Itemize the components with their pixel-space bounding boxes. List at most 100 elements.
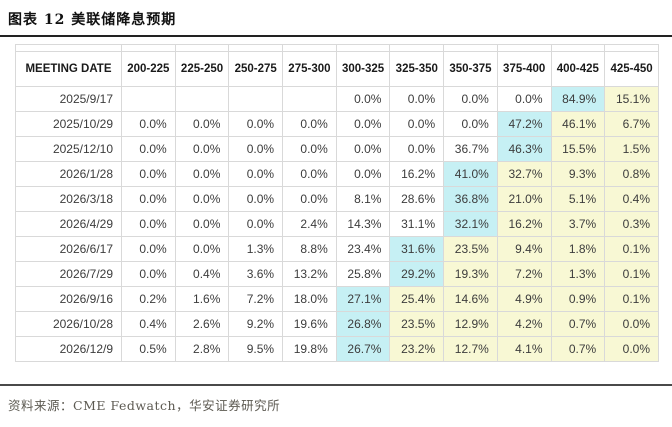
- title-divider: [0, 35, 672, 37]
- probability-cell: 7.2%: [496, 261, 552, 287]
- table-row: 2026/6/17 0.0% 0.0% 1.3% 8.8% 23.4% 31.6% 23.5%…: [15, 236, 659, 262]
- probability-cell: 23.5%: [443, 236, 498, 262]
- probability-cell: 0.0%: [282, 186, 337, 212]
- column-header: 275-300: [282, 51, 337, 87]
- probability-cell: 23.4%: [335, 236, 391, 262]
- table-row: 2025/9/17 0.0% 0.0% 0.0% 0.0% 84.9% 15.1%: [15, 86, 659, 112]
- probability-cell: 0.0%: [282, 161, 337, 187]
- probability-cell: 0.0%: [121, 136, 176, 162]
- column-header: 425-450: [604, 51, 659, 87]
- probability-cell: 16.2%: [496, 211, 552, 237]
- probability-cell: 2.6%: [174, 311, 230, 337]
- probability-cell: 8.8%: [282, 236, 337, 262]
- probability-cell: 31.6%: [389, 236, 445, 262]
- probability-cell: 14.6%: [443, 286, 498, 312]
- probability-cell: 0.0%: [335, 86, 391, 112]
- probability-cell: 0.0%: [174, 236, 230, 262]
- sliver-cell: [496, 44, 552, 52]
- sliver-cell: [604, 44, 659, 52]
- probability-cell: 0.0%: [228, 136, 284, 162]
- probability-cell: 0.0%: [121, 186, 176, 212]
- sliver-cell: [335, 44, 391, 52]
- probability-cell: 9.5%: [228, 336, 284, 362]
- table-header: MEETING DATE 200-225 225-250 250-275 275-300…: [15, 44, 659, 87]
- probability-cell: 19.8%: [282, 336, 337, 362]
- probability-cell: 18.0%: [282, 286, 337, 312]
- probability-cell: 12.7%: [443, 336, 498, 362]
- probability-cell: 1.3%: [550, 261, 606, 287]
- meeting-date-cell: 2026/9/16: [15, 286, 122, 312]
- probability-cell: 0.0%: [174, 161, 230, 187]
- probability-cell: 0.0%: [121, 161, 176, 187]
- probability-cell: 2.8%: [174, 336, 230, 362]
- meeting-date-cell: 2025/10/29: [15, 111, 122, 137]
- meeting-date-cell: 2026/4/29: [15, 211, 122, 237]
- probability-cell: 0.2%: [121, 286, 176, 312]
- probability-cell: 12.9%: [443, 311, 498, 337]
- probability-cell: 0.0%: [174, 211, 230, 237]
- probability-cell: 46.3%: [496, 136, 552, 162]
- probability-cell: 0.0%: [228, 211, 284, 237]
- probability-cell: [174, 86, 230, 112]
- probability-cell: 19.6%: [282, 311, 337, 337]
- probability-cell: 0.0%: [604, 336, 659, 362]
- probability-cell: 32.1%: [443, 211, 498, 237]
- probability-cell: 0.0%: [228, 111, 284, 137]
- meeting-date-cell: 2026/6/17: [15, 236, 122, 262]
- probability-cell: 29.2%: [389, 261, 445, 287]
- column-header: 400-425: [550, 51, 606, 87]
- probability-cell: 0.7%: [550, 311, 606, 337]
- probability-cell: 0.5%: [121, 336, 176, 362]
- probability-cell: 6.7%: [604, 111, 659, 137]
- table-body: 2025/9/17 0.0% 0.0% 0.0% 0.0% 84.9% 15.1% 2025/…: [15, 86, 659, 362]
- table-row: 2026/9/16 0.2% 1.6% 7.2% 18.0% 27.1% 25.4% 14.6…: [15, 286, 659, 312]
- probability-cell: 0.0%: [121, 261, 176, 287]
- probability-cell: 5.1%: [550, 186, 606, 212]
- meeting-date-cell: 2025/9/17: [15, 86, 122, 112]
- probability-cell: 84.9%: [550, 86, 606, 112]
- probability-cell: 0.0%: [496, 86, 552, 112]
- column-header: 250-275: [228, 51, 284, 87]
- table-row: 2026/12/9 0.5% 2.8% 9.5% 19.8% 26.7% 23.2% 12.7…: [15, 336, 659, 362]
- probability-cell: [282, 86, 337, 112]
- probability-cell: 1.5%: [604, 136, 659, 162]
- source-note: 资料来源：CME Fedwatch，华安证券研究所: [8, 398, 281, 413]
- probability-cell: 1.8%: [550, 236, 606, 262]
- table-row: 2026/1/28 0.0% 0.0% 0.0% 0.0% 0.0% 16.2% 41.0% 3…: [15, 161, 659, 187]
- probability-cell: 0.9%: [550, 286, 606, 312]
- probability-cell: 0.0%: [174, 111, 230, 137]
- probability-cell: 0.0%: [335, 136, 391, 162]
- probability-cell: 27.1%: [335, 286, 391, 312]
- probability-cell: 4.2%: [496, 311, 552, 337]
- probability-cell: 0.4%: [121, 311, 176, 337]
- table-row: 2026/10/28 0.4% 2.6% 9.2% 19.6% 26.8% 23.5% 12.…: [15, 311, 659, 337]
- figure-title: 图表 12 美联储降息预期: [8, 12, 177, 28]
- column-header: 325-350: [389, 51, 445, 87]
- probability-cell: 7.2%: [228, 286, 284, 312]
- probability-cell: 0.0%: [443, 86, 498, 112]
- probability-cell: 0.0%: [335, 111, 391, 137]
- probability-cell: 36.7%: [443, 136, 498, 162]
- probability-cell: 0.4%: [604, 186, 659, 212]
- meeting-date-cell: 2025/12/10: [15, 136, 122, 162]
- probability-cell: 46.1%: [550, 111, 606, 137]
- sliver-cell: [228, 44, 284, 52]
- sliver-cell: [282, 44, 337, 52]
- meeting-date-cell: 2026/3/18: [15, 186, 122, 212]
- table-top-sliver-row: [15, 44, 659, 52]
- probability-cell: 0.0%: [389, 111, 445, 137]
- probability-cell: 3.6%: [228, 261, 284, 287]
- probability-cell: 0.3%: [604, 211, 659, 237]
- probability-cell: 9.4%: [496, 236, 552, 262]
- probability-cell: 0.0%: [604, 311, 659, 337]
- probability-cell: 0.0%: [282, 136, 337, 162]
- probability-cell: 0.0%: [389, 136, 445, 162]
- probability-cell: 0.7%: [550, 336, 606, 362]
- probability-cell: 0.0%: [174, 136, 230, 162]
- probability-cell: 0.0%: [174, 186, 230, 212]
- header-row: MEETING DATE 200-225 225-250 250-275 275-300…: [15, 51, 659, 87]
- column-header: 350-375: [443, 51, 498, 87]
- sliver-cell: [174, 44, 230, 52]
- probability-cell: 1.3%: [228, 236, 284, 262]
